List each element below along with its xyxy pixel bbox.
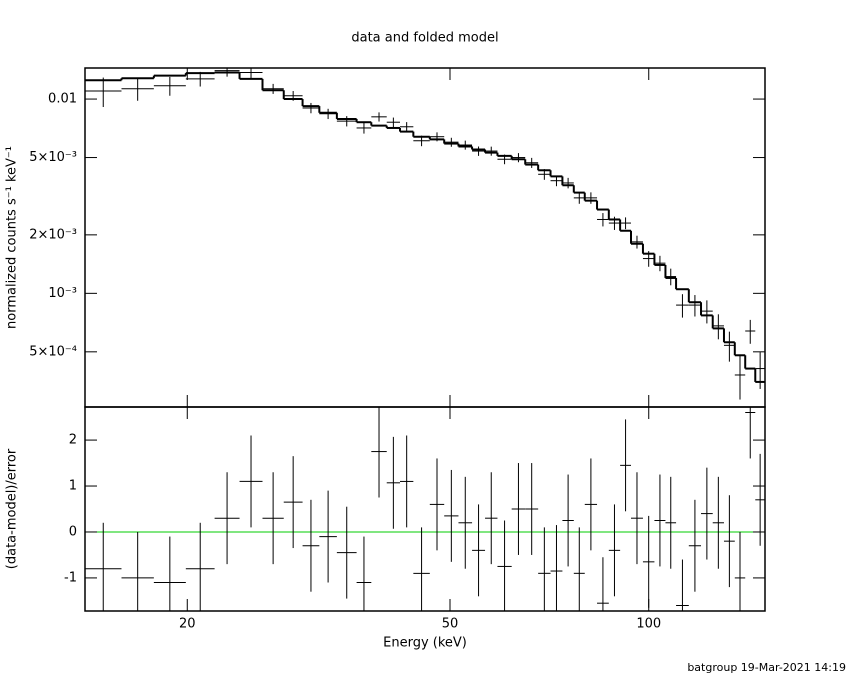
y-tick-label: 0.01 — [48, 92, 77, 107]
plot-frame — [84, 406, 766, 612]
y-tick-label: 1 — [69, 479, 77, 494]
y-tick-label: 2 — [69, 433, 77, 448]
y-tick-label: 5×10⁻³ — [29, 150, 77, 165]
plot-frame — [84, 67, 766, 408]
y-axis-label: (data-model)/error — [5, 448, 20, 569]
footer: batgroup 19-Mar-2021 14:19 — [687, 661, 846, 674]
plot-area — [85, 407, 765, 611]
plot-area — [85, 68, 765, 400]
y-tick-label: 0 — [69, 524, 77, 539]
x-tick-label: 50 — [442, 617, 459, 632]
x-tick-label: 100 — [636, 617, 661, 632]
y-axis-label: normalized counts s⁻¹ keV⁻¹ — [5, 146, 20, 329]
chart-title: data and folded model — [351, 31, 498, 46]
x-axis-label: Energy (keV) — [383, 636, 467, 651]
y-tick-label: 5×10⁻⁴ — [29, 344, 77, 359]
y-tick-label: 10⁻³ — [48, 286, 77, 301]
y-tick-label: -1 — [64, 570, 77, 585]
x-tick-label: 20 — [179, 617, 196, 632]
y-tick-label: 2×10⁻³ — [29, 227, 77, 242]
